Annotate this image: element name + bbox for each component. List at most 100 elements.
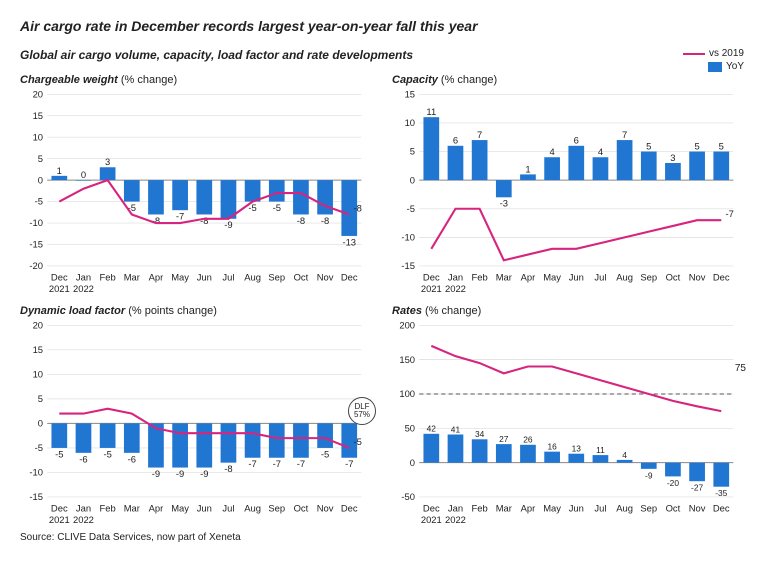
svg-text:7: 7 [622,129,627,140]
svg-text:7: 7 [477,129,482,140]
panel-title-dlf: Dynamic load factor (% points change) [20,305,376,317]
svg-text:Sep: Sep [268,272,285,283]
svg-text:Mar: Mar [124,272,140,283]
svg-text:Feb: Feb [100,272,116,283]
svg-text:4: 4 [622,450,627,460]
svg-text:-20: -20 [667,478,679,488]
svg-text:2022: 2022 [73,283,94,294]
svg-text:-6: -6 [128,454,136,465]
svg-text:Jul: Jul [594,272,606,283]
svg-text:-15: -15 [29,239,43,250]
svg-text:-5: -5 [35,442,43,453]
svg-text:5: 5 [38,393,43,404]
svg-text:6: 6 [453,135,458,146]
svg-text:200: 200 [399,320,415,331]
svg-text:Dec: Dec [423,503,440,514]
svg-text:Feb: Feb [472,272,488,283]
svg-text:150: 150 [399,354,415,365]
svg-text:Feb: Feb [100,503,116,514]
svg-text:3: 3 [105,156,110,167]
charts-grid: Chargeable weight (% change) -20-15-10-5… [20,74,748,524]
svg-text:Jan: Jan [76,503,91,514]
svg-text:Jan: Jan [448,272,463,283]
svg-text:Feb: Feb [472,503,488,514]
svg-text:Apr: Apr [149,272,164,283]
svg-text:2021: 2021 [49,283,70,294]
legend-item-line: vs 2019 [683,48,744,59]
dlf-badge-line2: 57% [354,411,370,420]
legend-line-label: vs 2019 [709,48,744,59]
svg-text:Oct: Oct [666,272,681,283]
svg-text:Jul: Jul [594,503,606,514]
svg-text:0: 0 [38,174,43,185]
svg-text:Dec: Dec [713,503,730,514]
svg-text:-5: -5 [35,196,43,207]
svg-text:10: 10 [405,117,415,128]
svg-text:26: 26 [523,435,533,445]
svg-text:-35: -35 [715,489,727,499]
svg-text:-7: -7 [248,459,256,470]
legend-bar-label: YoY [726,61,744,72]
svg-text:-9: -9 [176,468,184,479]
svg-text:Dec: Dec [341,272,358,283]
svg-text:-5: -5 [103,449,111,460]
svg-text:1: 1 [525,163,530,174]
svg-text:Mar: Mar [496,272,512,283]
svg-text:16: 16 [547,442,557,452]
rates-line-end-label: 75 [735,363,746,374]
svg-text:Jan: Jan [448,503,463,514]
svg-text:2021: 2021 [421,515,442,526]
svg-text:Aug: Aug [244,272,261,283]
panel-title-rates: Rates (% change) [392,305,748,317]
legend-line-swatch [683,53,705,55]
chart-capacity: -15-10-50510151167-3146475355-7DecJanFeb… [392,88,748,297]
svg-text:-8: -8 [353,202,361,213]
chart-chargeable-weight: -20-15-10-505101520103-5-8-7-8-9-5-5-8-8… [20,88,376,297]
svg-text:-9: -9 [200,468,208,479]
svg-text:2021: 2021 [421,283,442,294]
svg-text:-20: -20 [29,260,43,271]
svg-text:2021: 2021 [49,515,70,526]
svg-text:-8: -8 [152,215,160,226]
svg-text:-8: -8 [321,215,329,226]
svg-text:May: May [543,272,561,283]
svg-text:Dec: Dec [51,503,68,514]
svg-text:13: 13 [572,444,582,454]
svg-text:0: 0 [410,457,415,468]
svg-text:2022: 2022 [73,515,94,526]
svg-text:-5: -5 [321,449,329,460]
svg-text:0: 0 [38,418,43,429]
svg-text:0: 0 [81,169,86,180]
svg-text:50: 50 [405,423,415,434]
svg-text:Dec: Dec [51,272,68,283]
svg-text:-7: -7 [345,459,353,470]
svg-text:-8: -8 [200,215,208,226]
svg-text:34: 34 [475,430,485,440]
svg-text:10: 10 [33,131,43,142]
svg-text:-9: -9 [224,219,232,230]
svg-text:-15: -15 [401,260,415,271]
subtitle-row: Global air cargo volume, capacity, load … [20,48,748,72]
svg-text:42: 42 [427,424,437,434]
svg-text:20: 20 [33,88,43,99]
svg-text:5: 5 [38,153,43,164]
svg-text:Sep: Sep [268,503,285,514]
svg-text:6: 6 [574,135,579,146]
svg-text:2022: 2022 [445,283,466,294]
svg-text:-9: -9 [152,468,160,479]
panel-dynamic-load-factor: Dynamic load factor (% points change) -1… [20,305,376,528]
panel-capacity: Capacity (% change) -15-10-50510151167-3… [392,74,748,297]
svg-text:-10: -10 [29,217,43,228]
page-title: Air cargo rate in December records large… [20,18,748,34]
svg-text:-27: -27 [691,483,703,493]
svg-text:-7: -7 [725,208,733,219]
svg-text:Aug: Aug [616,272,633,283]
svg-text:Aug: Aug [244,503,261,514]
svg-text:Jun: Jun [197,272,212,283]
svg-text:11: 11 [596,445,605,455]
svg-text:-5: -5 [55,449,63,460]
svg-text:5: 5 [694,140,699,151]
svg-text:-50: -50 [401,492,415,503]
svg-text:100: 100 [399,389,415,400]
svg-text:Nov: Nov [689,272,706,283]
